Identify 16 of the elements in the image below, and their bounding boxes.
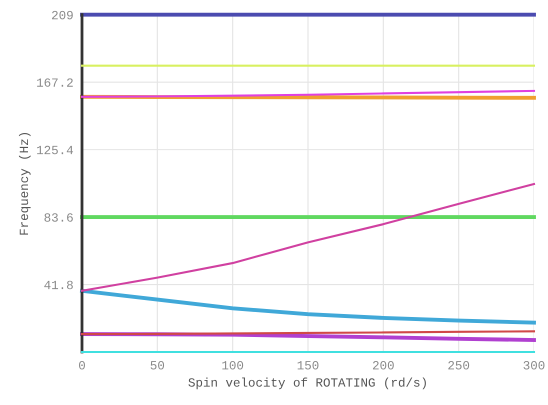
x-tick-label: 200 xyxy=(372,361,394,370)
y-tick-label: 167.2 xyxy=(37,78,73,87)
y-tick-label: 209 xyxy=(52,10,73,20)
x-tick-label: 150 xyxy=(298,361,318,370)
x-tick-label: 300 xyxy=(524,361,544,370)
x-tick-label: 0 xyxy=(79,361,85,370)
y-tick-label: 41.8 xyxy=(44,280,73,290)
x-tick-label: 50 xyxy=(150,361,164,370)
y-tick-label: 83.6 xyxy=(44,213,73,222)
line-series xyxy=(80,182,536,292)
line-series xyxy=(80,288,536,325)
x-tick-label: 250 xyxy=(448,361,470,370)
x-axis-title: Spin velocity of ROTATING (rd/s) xyxy=(188,378,426,390)
y-tick-label: 125.4 xyxy=(37,146,74,154)
x-tick-label: 100 xyxy=(222,361,244,370)
y-axis-title: Frequency (Hz) xyxy=(18,132,31,235)
